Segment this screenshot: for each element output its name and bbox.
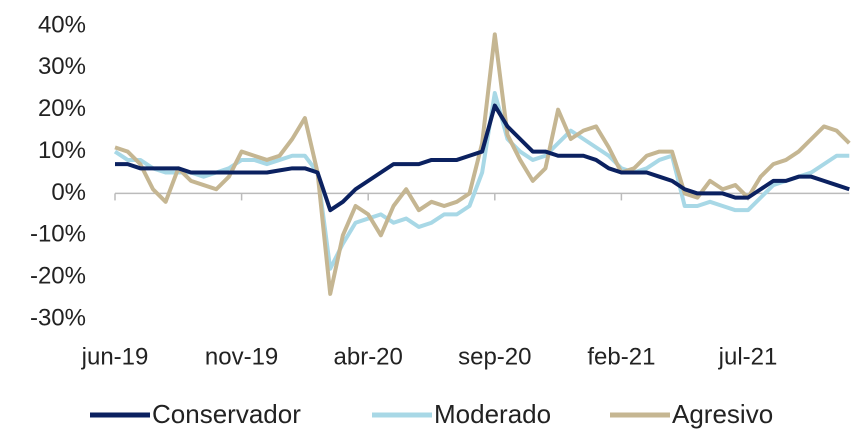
x-tick-label: feb-21 (587, 343, 655, 370)
series-line (115, 103, 850, 213)
y-tick-label: 40% (38, 11, 86, 38)
y-tick-label: 0% (51, 179, 86, 206)
x-tick-label: nov-19 (205, 343, 278, 370)
y-tick-label: 10% (38, 137, 86, 164)
x-tick-label: jul-21 (718, 343, 778, 370)
y-tick-label: -30% (30, 304, 86, 331)
y-tick-label: 20% (38, 95, 86, 122)
legend-label: Moderado (434, 399, 551, 429)
y-tick-label: 30% (38, 53, 86, 80)
x-tick-label: jun-19 (81, 343, 149, 370)
legend-label: Conservador (152, 399, 301, 429)
x-tick-label: sep-20 (458, 343, 531, 370)
legend-label: Agresivo (672, 399, 773, 429)
y-tick-label: -20% (30, 262, 86, 289)
series-line (114, 32, 851, 296)
y-tick-label: -10% (30, 221, 86, 248)
x-tick-label: abr-20 (334, 343, 403, 370)
